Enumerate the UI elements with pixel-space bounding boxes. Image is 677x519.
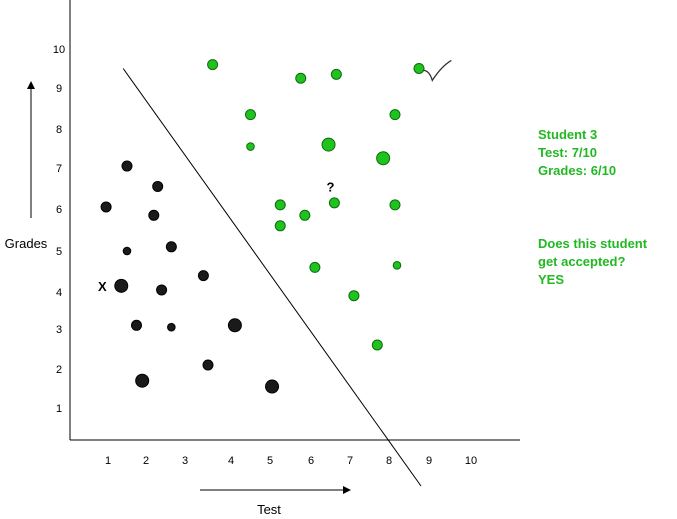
y-tick-label: 5 [56, 246, 62, 258]
tick-labels: 1 2 3 4 5 6 7 8 9 10 1 2 3 4 5 6 7 8 9 10 [53, 44, 477, 467]
accepted-point [321, 137, 336, 152]
accepted-point [309, 261, 321, 273]
rejected-point [114, 278, 129, 293]
y-tick-label: 9 [56, 83, 62, 95]
question-marker-label: ? [327, 179, 335, 194]
accepted-point [389, 199, 401, 211]
x-tick-label: 7 [347, 455, 353, 467]
acceptance-question: Does this student get accepted? YES [538, 235, 647, 289]
data-points [100, 59, 425, 394]
accepted-point [413, 63, 425, 74]
question-answer: YES [538, 272, 565, 287]
x-tick-label: 2 [143, 455, 149, 467]
accepted-point [245, 109, 256, 121]
axes [69, 0, 520, 441]
accepted-point [371, 339, 383, 351]
y-tick-label: 10 [53, 44, 65, 56]
question-line-2: get accepted? [538, 254, 626, 269]
question-line-1: Does this student [538, 236, 648, 251]
accepted-point [389, 109, 401, 121]
rejected-point [121, 160, 133, 172]
accepted-point [299, 209, 311, 221]
accepted-point [392, 261, 402, 270]
student-grades-score: Grades: 6/10 [538, 163, 617, 178]
accepted-point [274, 199, 286, 211]
rejected-point [122, 246, 132, 256]
x-tick-label: 4 [228, 455, 234, 467]
x-tick-label: 8 [386, 455, 392, 467]
boundary-line [122, 68, 422, 487]
y-axis-title: Grades [5, 236, 48, 251]
checkmark-icon [423, 59, 452, 82]
y-tick-label: 1 [56, 403, 62, 415]
rejected-point [167, 322, 176, 332]
rejected-point [100, 201, 112, 213]
annotations: X? [98, 59, 452, 294]
x-marker-label: X [98, 279, 107, 294]
rejected-point [131, 319, 142, 331]
accepted-point [330, 68, 342, 80]
accepted-point [328, 197, 340, 209]
rejected-point [197, 270, 209, 282]
rejected-point [227, 318, 242, 333]
axis-titles: Grades Test [5, 81, 351, 517]
y-tick-label: 2 [56, 364, 62, 376]
rejected-point [165, 241, 177, 253]
x-tick-label: 10 [465, 455, 477, 467]
y-tick-label: 8 [56, 124, 62, 136]
x-tick-label: 1 [105, 455, 111, 467]
rejected-point [265, 379, 280, 394]
rejected-point [148, 209, 160, 221]
y-tick-label: 7 [56, 163, 62, 175]
y-tick-label: 3 [56, 324, 62, 336]
accepted-point [207, 59, 219, 71]
x-tick-label: 6 [308, 455, 314, 467]
accepted-point [348, 290, 360, 302]
accepted-point [376, 151, 391, 166]
accepted-point [246, 142, 255, 151]
accepted-point [274, 220, 286, 232]
y-tick-label: 4 [56, 287, 62, 299]
x-tick-label: 9 [426, 455, 432, 467]
x-axis-title: Test [257, 502, 281, 517]
student-info: Student 3 Test: 7/10 Grades: 6/10 [538, 126, 616, 180]
accepted-point [295, 72, 307, 84]
x-tick-label: 5 [267, 455, 273, 467]
rejected-point [156, 284, 168, 296]
rejected-point [152, 180, 164, 192]
decision-boundary [122, 68, 422, 487]
x-tick-label: 3 [182, 455, 188, 467]
rejected-point [202, 359, 214, 371]
student-name: Student 3 [538, 127, 598, 142]
student-test-score: Test: 7/10 [538, 145, 598, 160]
rejected-point [135, 373, 150, 388]
y-tick-label: 6 [56, 204, 62, 216]
